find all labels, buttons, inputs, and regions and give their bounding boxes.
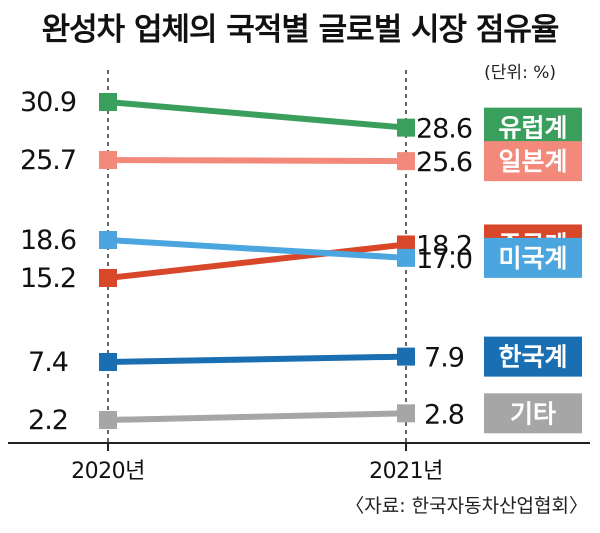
legend-label-4: 미국계 [498,244,567,273]
value-label-left-2: 25.7 [20,145,76,176]
data-point-1-2 [397,118,415,137]
data-point-5-1 [99,353,117,371]
value-label-left-4: 18.6 [20,225,76,256]
data-point-1-1 [99,93,117,111]
value-label-left-6: 2.2 [28,405,68,436]
value-label-right-5: 7.9 [424,343,464,374]
data-point-3-1 [99,269,117,287]
x-tick-label-1: 2020년 [71,459,145,484]
legend-badge-1 [484,107,582,148]
legend-label-5: 한국계 [498,343,567,372]
series-line-5 [107,353,407,365]
data-point-5-2 [397,347,415,366]
legend-label-2: 일본계 [498,147,567,176]
value-label-right-3: 18.2 [416,230,472,261]
data-point-2-1 [99,151,117,169]
value-label-right-1: 28.6 [416,114,472,145]
legend-label-6: 기타 [510,399,556,428]
legend-badge-4 [484,237,582,278]
chart-title: 완성차 업체의 국적별 글로벌 시장 점유율 [41,12,560,48]
unit-note: (단위: %) [484,63,556,83]
series-line-4 [107,237,407,261]
data-point-4-2 [397,248,415,267]
data-point-6-1 [99,411,117,429]
legend-label-1: 유럽계 [498,114,567,143]
series-line-1 [107,99,407,131]
data-point-2-2 [397,152,415,171]
legend-badge-5 [484,336,582,377]
value-label-left-3: 15.2 [20,263,76,294]
value-label-right-6: 2.8 [424,399,464,430]
series-line-3 [107,241,407,281]
source-note: 〈자료: 한국자동차산업협회〉 [345,495,588,517]
series-line-2 [107,157,407,165]
value-label-right-4: 17.0 [416,244,472,275]
x-tick-label-2: 2021년 [369,459,443,484]
legend-badge-2 [484,141,582,182]
data-point-4-1 [99,231,117,249]
value-label-left-5: 7.4 [28,347,68,378]
value-label-right-2: 25.6 [416,147,472,178]
series-line-6 [107,410,407,423]
data-point-6-2 [397,404,415,423]
legend-badge-6 [484,393,582,434]
value-label-left-1: 30.9 [20,87,76,118]
